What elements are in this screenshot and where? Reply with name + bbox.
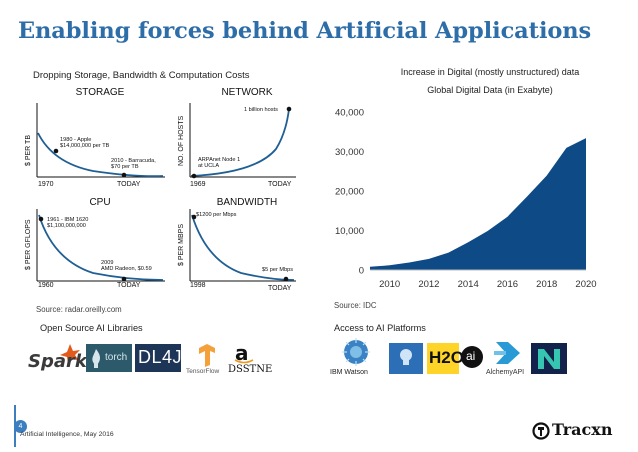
dl4j-logo: DL4J — [135, 344, 183, 372]
network-annot-arpanet: ARPAnet Node 1 — [198, 157, 241, 163]
data-area — [370, 138, 586, 270]
bandwidth-point-today — [283, 276, 289, 282]
tracxn-mark-icon — [532, 422, 550, 440]
alchemy-chevron-icon — [494, 342, 520, 364]
torch-flame-icon — [92, 349, 100, 368]
n-shape-icon — [538, 349, 560, 369]
x-tick-label: 2020 — [575, 279, 596, 290]
bandwidth-title: BANDWIDTH — [216, 197, 278, 208]
platform-bulb-logo — [389, 343, 423, 374]
lightbulb-icon — [400, 349, 412, 365]
network-x-end: TODAY — [268, 181, 292, 188]
amazon-smile-icon — [234, 359, 254, 364]
x-tick-label: 2010 — [379, 279, 400, 290]
digital-data-area-chart: 0 10,000 20,000 30,000 40,000 2010 2012 2014 201… — [335, 108, 597, 291]
y-tick-label: 10,000 — [335, 226, 364, 237]
cpu-title: CPU — [89, 197, 111, 208]
platform-n-logo — [531, 343, 567, 374]
page-number: 4 — [14, 420, 27, 433]
left-source: Source: radar.oreilly.com — [36, 305, 122, 314]
bandwidth-point-1998 — [191, 214, 197, 220]
h2o-logo: H2O ai — [427, 343, 483, 374]
cpu-annot-ibm-cost: $1,100,000,000 — [47, 223, 86, 229]
libraries-heading: Open Source AI Libraries — [40, 323, 143, 333]
cost-trends-heading: Dropping Storage, Bandwidth & Computatio… — [33, 70, 250, 81]
y-tick-label: 0 — [359, 266, 364, 277]
cpu-point-1961 — [38, 216, 44, 222]
network-curve-chart — [189, 103, 296, 179]
storage-annot-barracuda-cost: $70 per TB — [111, 164, 139, 170]
cpu-point-2009 — [121, 276, 127, 282]
storage-annot-apple-cost: $14,000,000 per TB — [60, 143, 110, 149]
spark-logo: Spark — [26, 342, 87, 374]
h2o-label: H2O — [429, 348, 464, 367]
storage-annot-barracuda: 2010 - Barracuda, — [111, 158, 156, 164]
alchemyapi-logo: AlchemyAPI — [486, 338, 528, 380]
dl4j-label: DL4J — [138, 347, 183, 367]
chart-title: Increase in Digital (mostly unstructured… — [400, 67, 580, 77]
network-x-start: 1969 — [190, 181, 206, 188]
y-tick-label: 20,000 — [335, 187, 364, 198]
bandwidth-x-start: 1998 — [190, 282, 206, 289]
tensorflow-label: TensorFlow — [186, 368, 220, 375]
cpu-curve-chart — [36, 209, 165, 282]
cpu-y-label: $ PER GFLOPS — [25, 219, 32, 270]
storage-x-start: 1970 — [38, 181, 54, 188]
storage-point-2010 — [121, 172, 127, 178]
network-point-billion — [286, 106, 292, 112]
cpu-x-end: TODAY — [117, 282, 141, 289]
y-tick-label: 40,000 — [335, 108, 364, 119]
x-tick-label: 2014 — [458, 279, 479, 290]
chart-subtitle: Global Digital Data (in Exabyte) — [427, 85, 553, 95]
x-tick-label: 2018 — [536, 279, 557, 290]
footer-caption: Artificial Intelligence, May 2016 — [20, 431, 114, 438]
x-tick-label: 2012 — [418, 279, 439, 290]
tracxn-label: Tracxn — [552, 420, 613, 439]
cpu-annot-2009: 2009 — [101, 260, 114, 266]
storage-title: STORAGE — [75, 87, 125, 98]
right-source: Source: IDC — [334, 301, 377, 310]
network-annot-billion: 1 billion hosts — [244, 107, 278, 113]
storage-curve-chart — [36, 103, 165, 178]
network-y-label: NO. OF HOSTS — [178, 115, 185, 166]
dsstne-logo: a DSSTNE — [228, 341, 273, 375]
network-point-arpanet — [191, 173, 197, 179]
network-title: NETWORK — [221, 87, 273, 98]
ibm-watson-logo: IBM Watson — [330, 338, 382, 380]
platforms-heading: Access to AI Platforms — [334, 323, 426, 333]
h2o-ai-label: ai — [466, 349, 476, 363]
watson-globe-icon — [342, 338, 370, 366]
storage-annot-apple: 1980 - Apple — [60, 137, 92, 143]
y-tick-label: 30,000 — [335, 147, 364, 158]
cpu-x-start: 1960 — [38, 282, 54, 289]
storage-point-1980 — [53, 148, 59, 154]
storage-y-label: $ PER TB — [25, 135, 32, 166]
spark-label: Spark — [28, 351, 87, 372]
torch-label: torch — [105, 352, 128, 363]
bandwidth-annot-1200: $1200 per Mbps — [196, 212, 237, 218]
bandwidth-curve-chart — [189, 209, 296, 282]
network-annot-ucla: at UCLA — [198, 163, 220, 169]
alchemy-label: AlchemyAPI — [486, 369, 525, 376]
torch-logo: torch — [86, 344, 132, 372]
x-tick-label: 2016 — [497, 279, 518, 290]
cpu-annot-ibm: 1961 - IBM 1620 — [47, 217, 89, 223]
spark-star-icon — [60, 344, 80, 364]
tensorflow-logo: TensorFlow — [186, 343, 228, 377]
bandwidth-x-end: TODAY — [268, 285, 292, 292]
storage-x-end: TODAY — [117, 181, 141, 188]
tensorflow-icon — [199, 344, 215, 367]
bandwidth-y-label: $ PER MBPS — [178, 223, 185, 266]
dsstne-label: DSSTNE — [228, 364, 273, 375]
watson-label: IBM Watson — [330, 369, 368, 376]
page-title: Enabling forces behind Artificial Applic… — [18, 18, 592, 44]
cpu-annot-amd: AMD Radeon, $0.59 — [101, 266, 152, 272]
tracxn-logo: Tracxn — [532, 420, 632, 442]
bandwidth-annot-5: $5 per Mbps — [262, 267, 294, 273]
